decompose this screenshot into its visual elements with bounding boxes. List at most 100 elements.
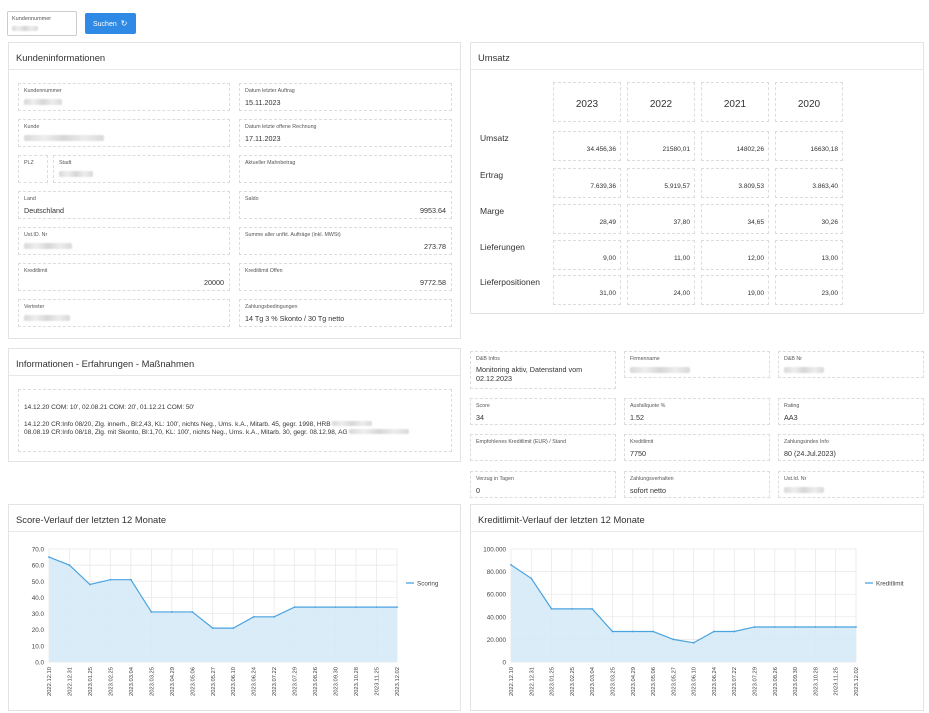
umsatz-value-cell: 3.863,40 [775,168,843,198]
dnb-rating: Rating AA3 [778,398,924,425]
field-saldo: Saldo 9953.64 [239,191,452,219]
label: Stadt [59,160,72,166]
umsatz-row-label: Ertrag [480,170,504,180]
blurred-value [24,135,104,141]
data-point [591,607,594,610]
value: 9953.64 [420,206,446,215]
blurred-value [24,99,62,105]
value: Monitoring aktiv, Datenstand vom 02.12.2… [476,365,583,383]
umsatz-value-cell: 24,00 [627,275,695,305]
value: 34 [476,413,484,422]
field-stadt: Stadt [53,155,230,183]
dnb-zahlungsindex: Zahlungsindex Info 80 (24.Jul.2023) [778,434,924,461]
umsatz-row-label: Lieferungen [480,242,525,252]
dnb-nr: D&B Nr [778,351,924,378]
blurred-value [24,315,70,321]
umsatz-year-cell: 2020 [775,82,843,122]
label: Kreditlimit [24,268,48,274]
umsatz-value-cell: 9,00 [553,240,621,270]
data-point [611,630,614,633]
data-point [631,630,634,633]
dnb-empf: Empfohlenes Kreditlimit (EUR) / Stand [470,434,616,461]
y-tick-label: 0 [502,660,506,667]
label: Kreditlimit Offen [245,268,283,274]
data-point [334,606,337,609]
x-tick-label: 2022.12.31 [67,667,73,696]
x-tick-label: 2023.01.25 [550,667,556,696]
value: 20000 [204,278,224,287]
value: 1.52 [630,413,644,422]
field-vertreter: Vertreter [18,299,230,327]
label: Kreditlimit [630,439,654,445]
x-tick-label: 2023.06.10 [231,667,237,696]
x-tick-label: 2023.02.25 [108,667,114,696]
data-point [150,611,153,613]
value: 17.11.2023 [245,134,281,143]
umsatz-year: 2020 [797,99,821,110]
x-tick-label: 2023.12.02 [395,667,401,696]
umsatz-value: 30,26 [821,219,838,226]
x-tick-label: 2023.10.28 [813,667,819,696]
y-tick-label: 60.000 [487,592,507,599]
label: D&B Infos [476,356,500,362]
field-summe: Summe aller unfkt. Aufträge (inkl. MWSt)… [239,227,452,255]
umsatz-year: 2023 [575,99,599,110]
umsatz-value: 16630,18 [810,146,838,153]
field-kreditlimit: Kreditlimit 20000 [18,263,230,291]
value: 15.11.2023 [245,98,281,107]
blurred-value [784,487,824,493]
y-tick-label: 30.0 [32,611,45,618]
data-point [773,626,776,628]
umsatz-value-cell: 13,00 [775,240,843,270]
umsatz-row-label: Lieferpositionen [480,277,541,287]
label: Zahlungsbedingungen [245,304,298,310]
data-point [375,606,378,609]
field-land: Land Deutschland [18,191,230,219]
umsatz-value-cell: 11,00 [627,240,695,270]
kunde-panel: Kundeninformationen Kundennummer Kunde P… [8,42,461,339]
umsatz-value-cell: 30,26 [775,204,843,234]
data-point [733,630,736,633]
x-tick-label: 2023.04.29 [631,667,637,696]
y-tick-label: 80.000 [487,569,507,576]
legend-label: Scoring [417,580,439,587]
x-tick-label: 2023.01.25 [88,667,94,696]
data-point [293,606,296,609]
x-tick-label: 2023.12.02 [854,667,860,696]
x-tick-label: 2023.03.25 [149,667,155,696]
search-field[interactable]: Kundennummer [7,11,77,36]
umsatz-value: 13,00 [821,255,838,262]
data-point [273,615,276,618]
data-point [170,611,173,613]
x-tick-label: 2023.05.06 [190,667,196,696]
kredit-chart: 100.00080.00060.00040.00020.00002022.12.… [483,547,904,697]
label: Datum letzte offene Rechnung [245,124,317,130]
umsatz-year: 2022 [649,99,673,110]
data-point [314,606,317,609]
y-tick-label: 70.0 [32,547,45,554]
data-point [753,626,756,628]
umsatz-value-cell: 28,49 [553,204,621,234]
data-point [794,626,797,628]
umsatz-value-cell: 31,00 [553,275,621,305]
umsatz-value: 28,49 [599,219,616,226]
data-point [855,626,857,628]
search-button[interactable]: Suchen ↻ [85,13,136,34]
dnb-score: Score 34 [470,398,616,425]
value: 14 Tg 3 % Skonto / 30 Tg netto [245,314,345,323]
data-point [355,606,357,609]
label: Datum letzter Auftrag [245,88,295,94]
label: Rating [784,403,800,409]
umsatz-value-cell: 23,00 [775,275,843,305]
value: sofort netto [630,486,666,495]
score-chart-title: Score-Verlauf der letzten 12 Monate [9,505,460,532]
umsatz-value: 34,65 [747,219,764,226]
refresh-icon: ↻ [120,19,128,28]
umsatz-value-cell: 16630,18 [775,131,843,161]
umsatz-value-cell: 7.639,36 [553,168,621,198]
umsatz-value: 34.456,36 [586,146,616,153]
data-point [252,615,255,618]
search-label: Kundennummer [12,16,52,22]
value: Deutschland [24,206,64,215]
field-kunde: Kunde [18,119,230,147]
